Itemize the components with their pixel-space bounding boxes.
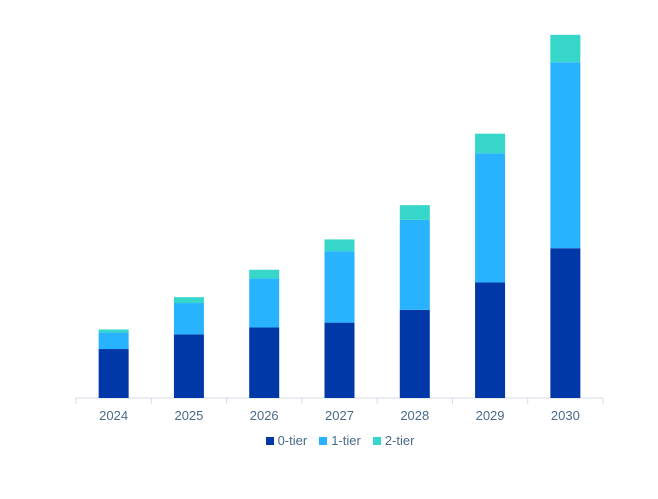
legend-swatch-2-tier [372,436,381,445]
x-tick-label-2024: 2024 [99,408,128,423]
legend-swatch-1-tier [319,436,328,445]
legend-item-2-tier[interactable]: 2-tier [372,433,415,448]
bar-0-tier-2028[interactable] [399,309,430,398]
bar-0-tier-2025[interactable] [173,334,204,398]
bar-1-tier-2028[interactable] [399,219,430,310]
bar-1-tier-2029[interactable] [475,153,506,283]
bar-0-tier-2029[interactable] [475,282,506,398]
bar-1-tier-2030[interactable] [550,62,581,249]
bar-2-tier-2029[interactable] [475,133,506,154]
bar-2-tier-2030[interactable] [550,34,581,63]
legend-label-1-tier: 1-tier [331,433,361,448]
bar-2-tier-2025[interactable] [173,297,204,304]
x-tick-label-2027: 2027 [325,408,354,423]
x-tick-label-2025: 2025 [174,408,203,423]
x-tick-label-2030: 2030 [551,408,580,423]
bars [98,34,581,398]
x-tick-label-2026: 2026 [250,408,279,423]
legend-swatch-0-tier [265,436,274,445]
bar-1-tier-2024[interactable] [98,332,129,350]
legend: 0-tier 1-tier 2-tier [0,433,658,448]
legend-label-0-tier: 0-tier [277,433,308,448]
legend-item-1-tier[interactable]: 1-tier [319,433,361,448]
bar-2-tier-2024[interactable] [98,329,129,333]
bar-0-tier-2027[interactable] [324,322,355,398]
x-tick-label-2029: 2029 [476,408,505,423]
legend-item-0-tier[interactable]: 0-tier [265,433,308,448]
bar-1-tier-2027[interactable] [324,251,355,323]
x-tick-labels: 2024 2025 2026 2027 2028 2029 2030 [99,408,580,423]
bar-2-tier-2027[interactable] [324,239,355,252]
x-axis-ticks [75,398,604,404]
bar-1-tier-2025[interactable] [173,303,204,335]
legend-label-2-tier: 2-tier [384,433,415,448]
x-tick-label-2028: 2028 [400,408,429,423]
bar-2-tier-2026[interactable] [249,269,280,279]
bar-0-tier-2030[interactable] [550,248,581,398]
bar-2-tier-2028[interactable] [399,205,430,220]
bar-0-tier-2024[interactable] [98,349,129,398]
bar-1-tier-2026[interactable] [249,278,280,328]
bar-0-tier-2026[interactable] [249,327,280,398]
